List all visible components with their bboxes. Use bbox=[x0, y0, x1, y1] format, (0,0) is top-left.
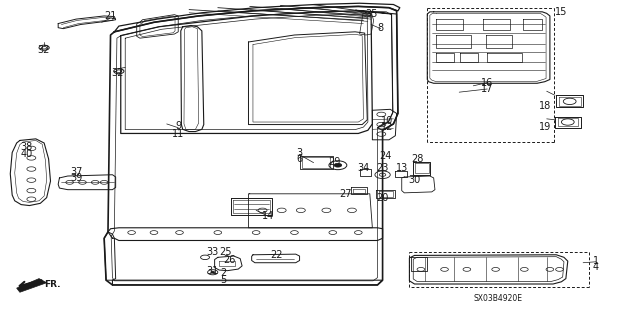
Text: 38: 38 bbox=[20, 142, 33, 152]
Text: 10: 10 bbox=[381, 116, 393, 126]
Text: 24: 24 bbox=[379, 151, 391, 161]
Text: 2: 2 bbox=[220, 268, 226, 278]
Text: 26: 26 bbox=[223, 255, 236, 264]
Polygon shape bbox=[17, 278, 47, 292]
Text: 18: 18 bbox=[539, 101, 551, 111]
Text: 13: 13 bbox=[396, 163, 408, 174]
Text: 39: 39 bbox=[70, 173, 82, 183]
Text: 37: 37 bbox=[70, 167, 82, 177]
Text: 33: 33 bbox=[207, 247, 219, 256]
Text: 32: 32 bbox=[111, 68, 124, 78]
Text: 5: 5 bbox=[220, 275, 226, 285]
Text: 1: 1 bbox=[593, 256, 599, 265]
Text: 6: 6 bbox=[296, 154, 303, 165]
Text: 11: 11 bbox=[172, 129, 184, 139]
Text: 27: 27 bbox=[339, 189, 352, 199]
Circle shape bbox=[334, 163, 342, 167]
Text: 30: 30 bbox=[408, 175, 420, 185]
Text: 19: 19 bbox=[539, 122, 551, 132]
Text: 12: 12 bbox=[381, 122, 393, 132]
Text: 8: 8 bbox=[378, 23, 384, 33]
Text: 3: 3 bbox=[296, 147, 303, 158]
Text: 40: 40 bbox=[20, 149, 33, 159]
Text: 9: 9 bbox=[175, 121, 181, 131]
Text: 20: 20 bbox=[376, 193, 388, 203]
Text: 16: 16 bbox=[481, 78, 493, 88]
Text: SX03B4920E: SX03B4920E bbox=[473, 294, 522, 303]
Text: 21: 21 bbox=[104, 11, 116, 21]
Text: 34: 34 bbox=[357, 163, 369, 174]
Text: 29: 29 bbox=[328, 157, 340, 167]
Text: 32: 32 bbox=[37, 45, 50, 55]
Text: 25: 25 bbox=[220, 247, 232, 256]
Text: FR.: FR. bbox=[44, 280, 61, 289]
Text: 15: 15 bbox=[556, 7, 568, 17]
Text: 22: 22 bbox=[270, 250, 283, 260]
Text: 35: 35 bbox=[365, 9, 377, 19]
Text: 17: 17 bbox=[481, 84, 493, 94]
Text: 23: 23 bbox=[376, 163, 388, 174]
Text: 28: 28 bbox=[411, 154, 423, 164]
Circle shape bbox=[211, 271, 214, 273]
Text: 31: 31 bbox=[207, 266, 219, 276]
Text: 4: 4 bbox=[593, 262, 599, 272]
Text: 14: 14 bbox=[262, 211, 274, 221]
